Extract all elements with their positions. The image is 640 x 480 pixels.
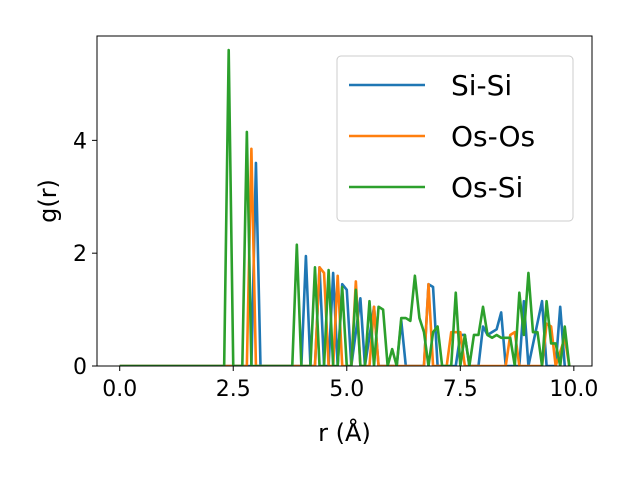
x-tick-label: 5.0 [329,377,364,402]
series-line-os-si [119,48,571,366]
legend-label-os-os: Os-Os [451,120,535,153]
x-tick-label: 7.5 [443,377,478,402]
y-axis-title: g(r) [34,179,62,223]
plot-lines [119,48,571,366]
x-tick-label: 10.0 [549,377,598,402]
x-axis-title: r (Å) [318,418,371,447]
x-tick-label: 0.0 [102,377,137,402]
y-axis: 0 2 4 [73,129,97,380]
legend-label-os-si: Os-Si [451,171,523,204]
y-tick-label: 4 [73,129,87,154]
legend-box [336,55,574,222]
y-tick-label: 2 [73,242,87,267]
x-tick-label: 2.5 [216,377,251,402]
series-line-os-os [119,147,571,366]
y-tick-label: 0 [73,355,87,380]
legend: Si-Si Os-Os Os-Si [336,55,574,222]
x-axis: 0.0 2.5 5.0 7.5 10.0 [102,366,598,402]
axes-frame [96,35,593,367]
legend-label-si-si: Si-Si [451,69,512,102]
